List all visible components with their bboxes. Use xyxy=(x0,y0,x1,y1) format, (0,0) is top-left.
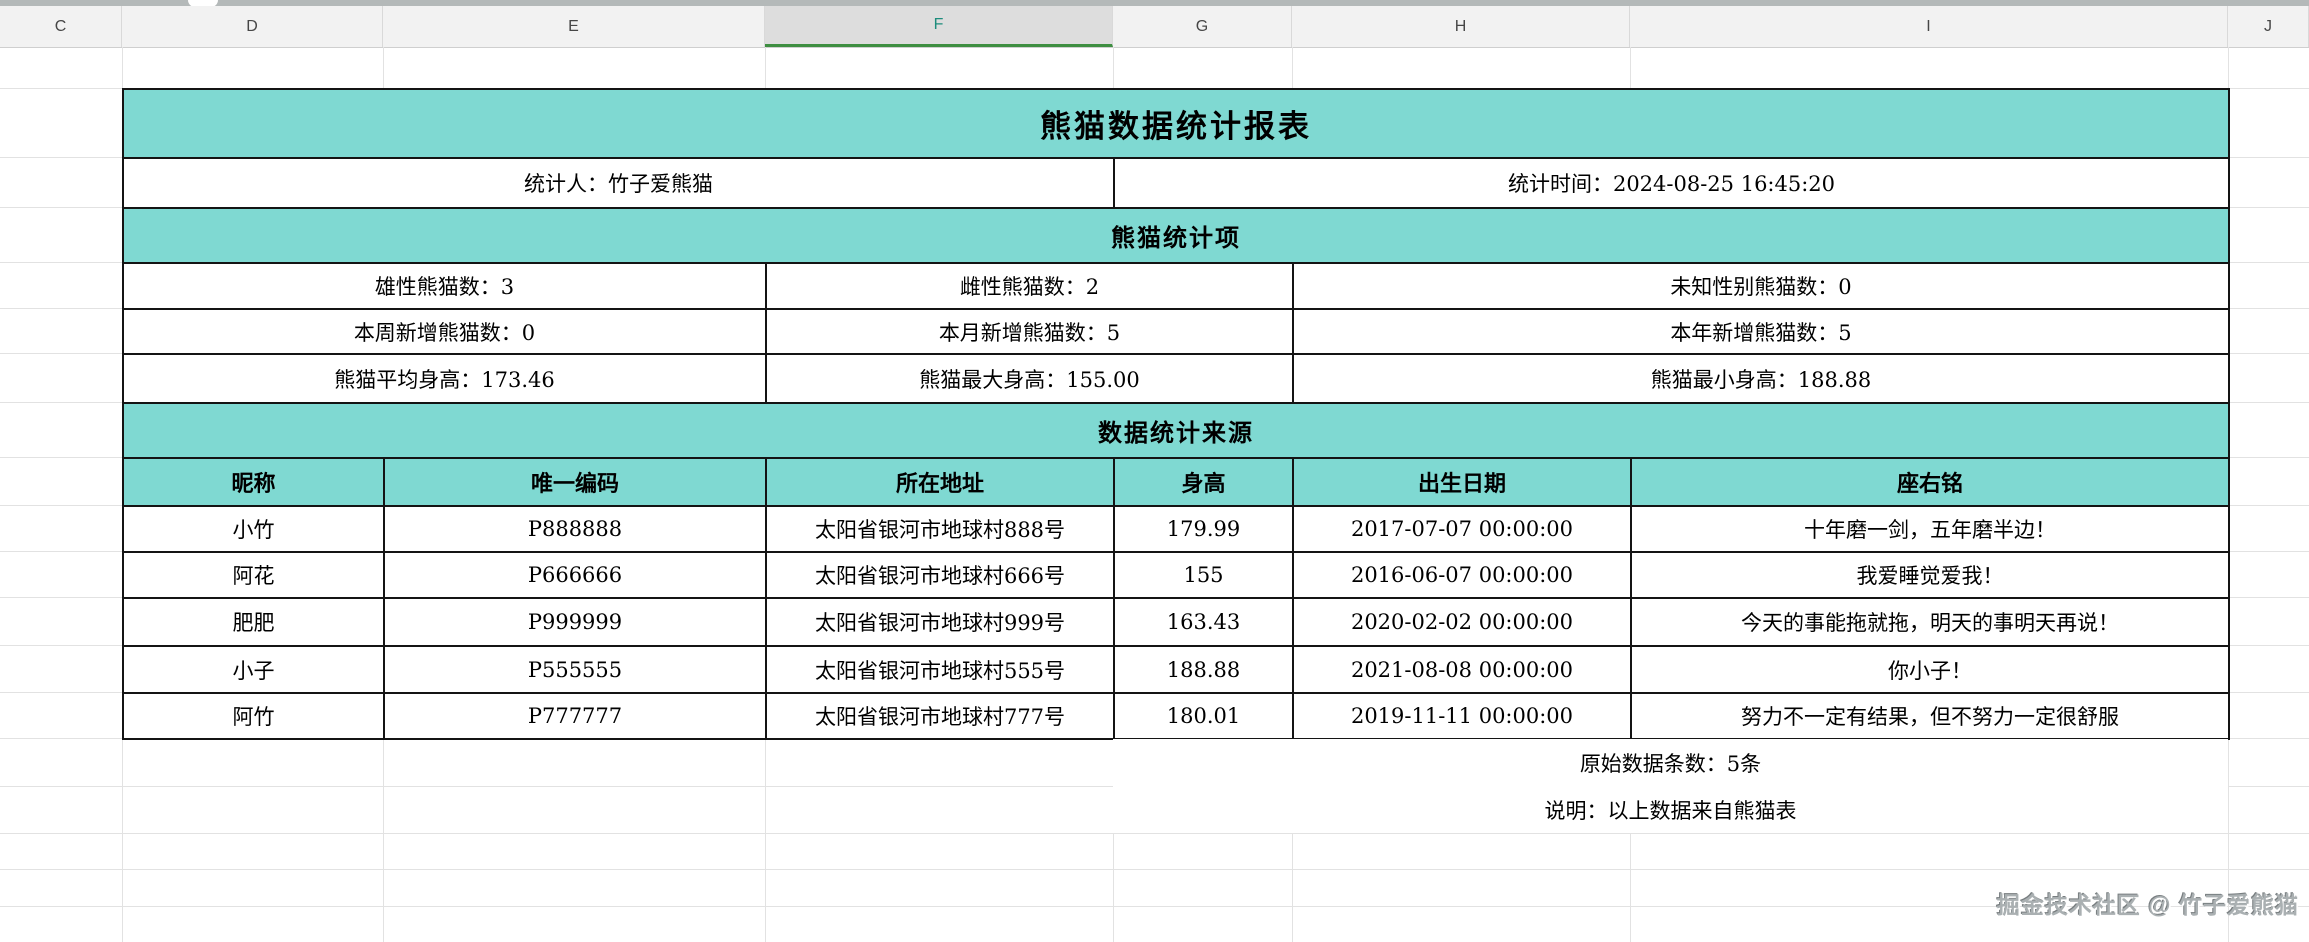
table-row: 小子 P555555 太阳省银河市地球村555号 188.88 2021-08-… xyxy=(122,645,2230,694)
col-header-height[interactable]: 身高 xyxy=(1113,457,1294,507)
stat-week-new-cell[interactable]: 本周新增熊猫数：0 xyxy=(122,308,767,355)
cell-birthdate[interactable]: 2016-06-07 00:00:00 xyxy=(1292,551,1632,599)
col-header-nickname[interactable]: 昵称 xyxy=(122,457,385,507)
cell-motto[interactable]: 努力不一定有结果，但不努力一定很舒服 xyxy=(1630,692,2230,740)
cell-height[interactable]: 163.43 xyxy=(1113,597,1294,647)
note-source-cell[interactable]: 说明：以上数据来自熊猫表 xyxy=(1113,786,2228,833)
cell-birthdate[interactable]: 2017-07-07 00:00:00 xyxy=(1292,505,1632,553)
cell-motto[interactable]: 十年磨一剑，五年磨半边！ xyxy=(1630,505,2230,553)
col-header-birthdate[interactable]: 出生日期 xyxy=(1292,457,1632,507)
cell-code[interactable]: P777777 xyxy=(383,692,767,740)
cell-motto[interactable]: 今天的事能拖就拖，明天的事明天再说！ xyxy=(1630,597,2230,647)
gridline xyxy=(0,869,2309,870)
cell-nickname[interactable]: 阿花 xyxy=(122,551,385,599)
stat-female-count-cell[interactable]: 雌性熊猫数：2 xyxy=(765,262,1294,310)
watermark-text: 掘金技术社区 @ 竹子爱熊猫 xyxy=(1996,892,2299,918)
stat-min-height-cell[interactable]: 熊猫最小身高：188.88 xyxy=(1292,353,2230,404)
column-header-d[interactable]: D xyxy=(122,6,383,47)
cell-address[interactable]: 太阳省银河市地球村777号 xyxy=(765,692,1115,740)
section-source-header-cell[interactable]: 数据统计来源 xyxy=(122,402,2230,459)
cell-birthdate[interactable]: 2019-11-11 00:00:00 xyxy=(1292,692,1632,740)
cell-height[interactable]: 179.99 xyxy=(1113,505,1294,553)
stat-max-height-cell[interactable]: 熊猫最大身高：155.00 xyxy=(765,353,1294,404)
stat-year-new-cell[interactable]: 本年新增熊猫数：5 xyxy=(1292,308,2230,355)
column-header-strip: C D E F G H I J xyxy=(0,6,2309,48)
table-row: 阿竹 P777777 太阳省银河市地球村777号 180.01 2019-11-… xyxy=(122,692,2230,740)
cell-code[interactable]: P555555 xyxy=(383,645,767,694)
cell-nickname[interactable]: 阿竹 xyxy=(122,692,385,740)
gridline xyxy=(0,833,2309,834)
cell-nickname[interactable]: 肥肥 xyxy=(122,597,385,647)
report-time-cell[interactable]: 统计时间：2024-08-25 16:45:20 xyxy=(1113,157,2230,209)
cell-code[interactable]: P666666 xyxy=(383,551,767,599)
cell-birthdate[interactable]: 2021-08-08 00:00:00 xyxy=(1292,645,1632,694)
stat-male-count-cell[interactable]: 雄性熊猫数：3 xyxy=(122,262,767,310)
col-header-address[interactable]: 所在地址 xyxy=(765,457,1115,507)
report-title-cell[interactable]: 熊猫数据统计报表 xyxy=(122,88,2230,159)
column-header-i[interactable]: I xyxy=(1630,6,2228,47)
cell-motto[interactable]: 你小子！ xyxy=(1630,645,2230,694)
column-header-h[interactable]: H xyxy=(1292,6,1630,47)
table-row: 阿花 P666666 太阳省银河市地球村666号 155 2016-06-07 … xyxy=(122,551,2230,599)
cell-address[interactable]: 太阳省银河市地球村666号 xyxy=(765,551,1115,599)
cell-birthdate[interactable]: 2020-02-02 00:00:00 xyxy=(1292,597,1632,647)
cell-code[interactable]: P999999 xyxy=(383,597,767,647)
cell-address[interactable]: 太阳省银河市地球村999号 xyxy=(765,597,1115,647)
section-stats-header-cell[interactable]: 熊猫统计项 xyxy=(122,207,2230,264)
cell-code[interactable]: P888888 xyxy=(383,505,767,553)
table-row: 小竹 P888888 太阳省银河市地球村888号 179.99 2017-07-… xyxy=(122,505,2230,553)
top-collapse-notch[interactable] xyxy=(188,0,218,7)
reporter-cell[interactable]: 统计人：竹子爱熊猫 xyxy=(122,157,1115,209)
col-header-code[interactable]: 唯一编码 xyxy=(383,457,767,507)
cell-height[interactable]: 188.88 xyxy=(1113,645,1294,694)
panda-report-table: 熊猫数据统计报表 统计人：竹子爱熊猫 统计时间：2024-08-25 16:45… xyxy=(122,88,2230,740)
note-row-count-cell[interactable]: 原始数据条数：5条 xyxy=(1113,739,2228,786)
cell-address[interactable]: 太阳省银河市地球村555号 xyxy=(765,645,1115,694)
column-header-j[interactable]: J xyxy=(2228,6,2309,47)
column-header-e[interactable]: E xyxy=(383,6,765,47)
column-header-c[interactable]: C xyxy=(0,6,122,47)
column-header-f-selected[interactable]: F xyxy=(765,6,1113,47)
cell-nickname[interactable]: 小竹 xyxy=(122,505,385,553)
top-divider-bar xyxy=(0,0,2309,6)
table-row: 肥肥 P999999 太阳省银河市地球村999号 163.43 2020-02-… xyxy=(122,597,2230,647)
stat-unknown-count-cell[interactable]: 未知性别熊猫数：0 xyxy=(1292,262,2230,310)
stat-month-new-cell[interactable]: 本月新增熊猫数：5 xyxy=(765,308,1294,355)
column-header-g[interactable]: G xyxy=(1113,6,1292,47)
stat-avg-height-cell[interactable]: 熊猫平均身高：173.46 xyxy=(122,353,767,404)
cell-address[interactable]: 太阳省银河市地球村888号 xyxy=(765,505,1115,553)
cell-nickname[interactable]: 小子 xyxy=(122,645,385,694)
cell-motto[interactable]: 我爱睡觉爱我！ xyxy=(1630,551,2230,599)
gridline xyxy=(0,906,2309,907)
col-header-motto[interactable]: 座右铭 xyxy=(1630,457,2230,507)
cell-height[interactable]: 180.01 xyxy=(1113,692,1294,740)
cell-height[interactable]: 155 xyxy=(1113,551,1294,599)
